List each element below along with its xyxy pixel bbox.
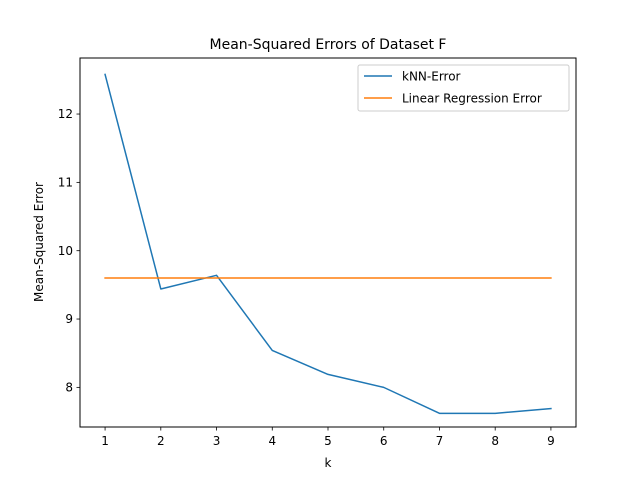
legend: kNN-Error Linear Regression Error xyxy=(357,64,570,112)
x-tick-label: 3 xyxy=(213,434,221,448)
x-tick-label: 4 xyxy=(268,434,276,448)
x-tick-label: 8 xyxy=(491,434,499,448)
x-tick-label: 5 xyxy=(324,434,332,448)
y-axis: 8 9 10 11 12 xyxy=(58,107,80,395)
legend-box xyxy=(357,64,570,112)
y-tick-label: 11 xyxy=(58,176,73,190)
y-tick-label: 9 xyxy=(65,312,73,326)
legend-label-1: kNN-Error xyxy=(402,70,461,84)
series-line-1 xyxy=(104,73,552,415)
x-tick-label: 9 xyxy=(547,434,555,448)
y-axis-label: Mean-Squared Error xyxy=(32,182,46,302)
x-tick-label: 7 xyxy=(436,434,444,448)
y-tick-label: 10 xyxy=(58,244,73,258)
x-tick-label: 1 xyxy=(101,434,109,448)
plot-area xyxy=(104,73,552,415)
plot-frame xyxy=(79,57,577,428)
x-tick-label: 6 xyxy=(380,434,388,448)
legend-label-2: Linear Regression Error xyxy=(402,92,542,106)
x-axis-label: k xyxy=(325,456,332,470)
y-tick-label: 12 xyxy=(58,107,73,121)
x-tick-label: 2 xyxy=(157,434,165,448)
chart-title: Mean-Squared Errors of Dataset F xyxy=(210,37,447,53)
x-axis: 1 2 3 4 5 6 7 8 9 xyxy=(101,427,555,448)
y-tick-label: 8 xyxy=(65,381,73,395)
